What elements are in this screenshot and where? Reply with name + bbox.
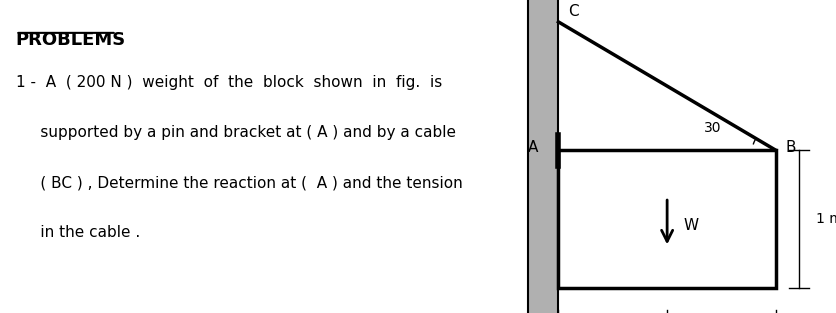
Text: C: C [568, 4, 579, 19]
Text: supported by a pin and bracket at ( A ) and by a cable: supported by a pin and bracket at ( A ) … [16, 125, 456, 140]
Text: in the cable .: in the cable . [16, 225, 140, 240]
Text: W: W [684, 218, 699, 233]
Text: A: A [528, 140, 538, 155]
Text: ( BC ) , Determine the reaction at (  A ) and the tension: ( BC ) , Determine the reaction at ( A )… [16, 175, 462, 190]
Text: B: B [786, 140, 797, 155]
Text: 1 m: 1 m [816, 212, 836, 226]
Text: 30: 30 [704, 121, 721, 135]
Bar [558, 150, 776, 288]
Bar [528, 0, 558, 313]
Text: PROBLEMS: PROBLEMS [16, 31, 125, 49]
Text: 1 -  A  ( 200 N )  weight  of  the  block  shown  in  fig.  is: 1 - A ( 200 N ) weight of the block show… [16, 75, 441, 90]
